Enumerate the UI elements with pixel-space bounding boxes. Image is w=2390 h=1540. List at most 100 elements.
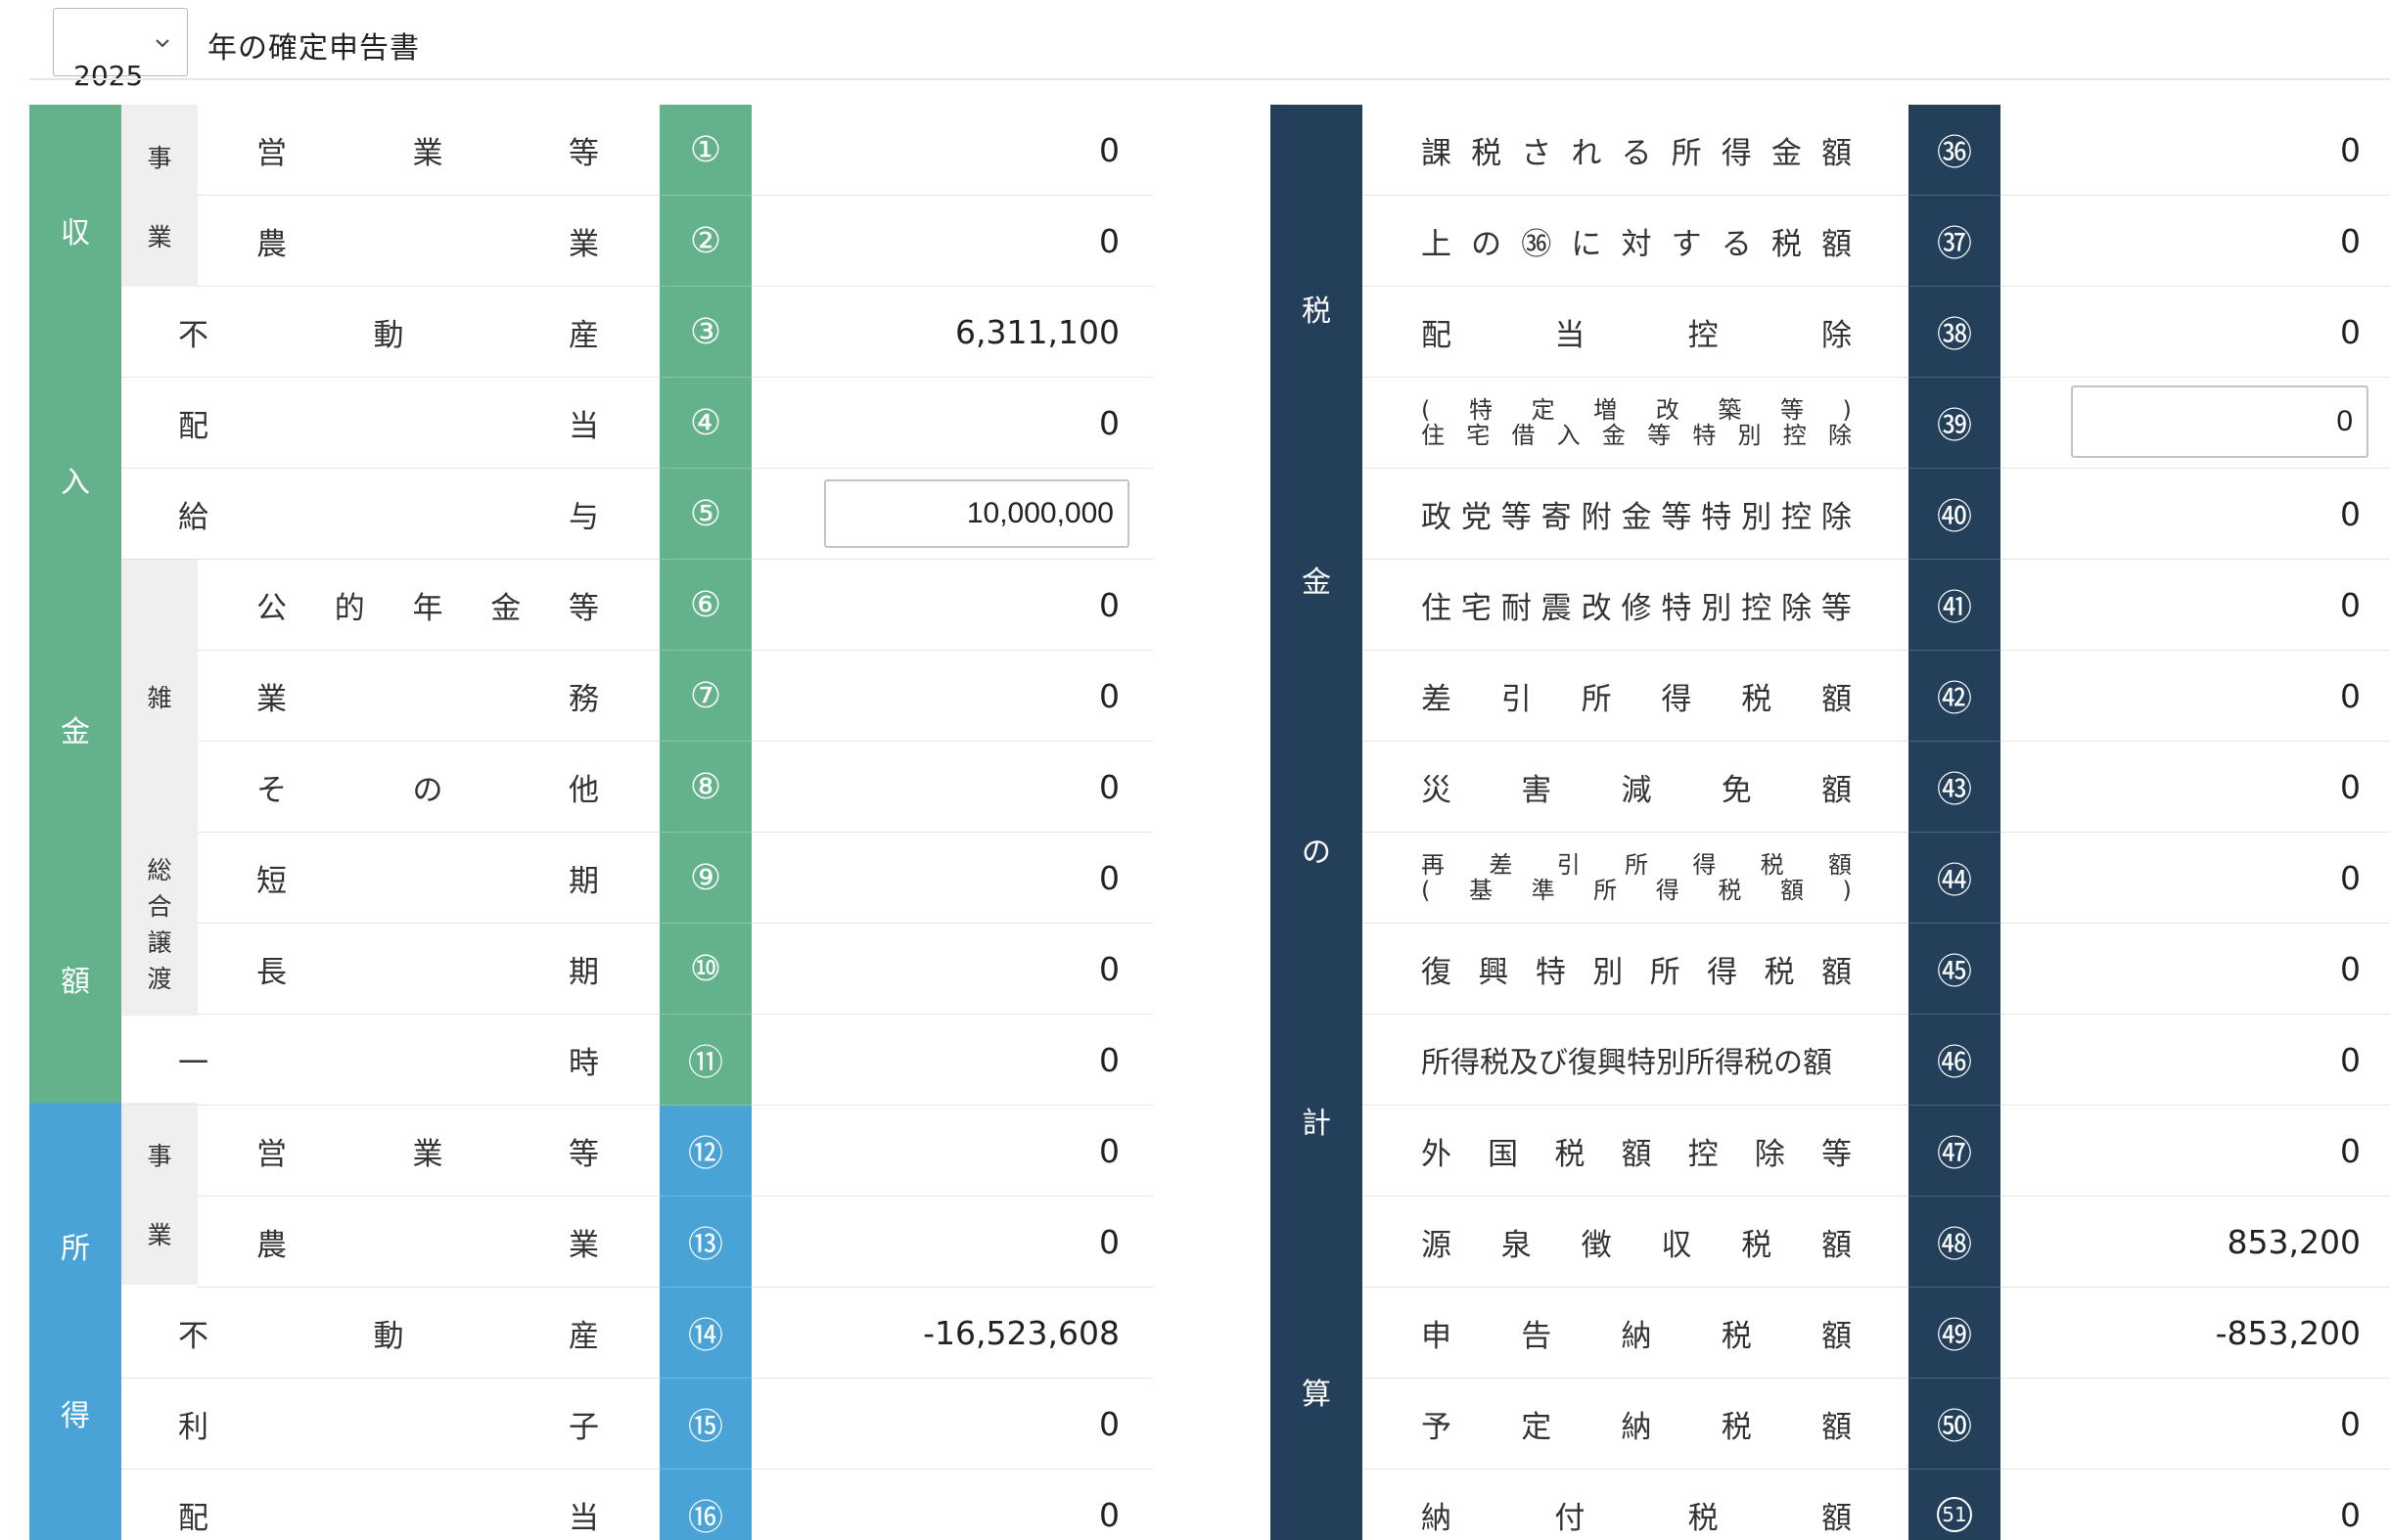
row-label: 長期 <box>256 924 599 1014</box>
row-value: 0 <box>1099 221 1120 260</box>
label-char: 控 <box>1782 422 1807 449</box>
row-number-badge: ⑥ <box>660 560 752 651</box>
row-label: 一時 <box>178 1015 599 1105</box>
year-select-value: 2025 <box>73 59 144 92</box>
label-char: 徴 <box>1581 1227 1612 1263</box>
label-char: 興 <box>1478 954 1509 990</box>
row-value: 0 <box>2340 494 2361 533</box>
label-char: 他 <box>569 772 599 808</box>
label-char: に <box>1571 226 1602 262</box>
row-label: 納付税額 <box>1421 1470 1852 1540</box>
row-label: 配当 <box>178 1470 599 1540</box>
row-value: 0 <box>1099 676 1120 715</box>
label-line: 再差引所得税額 <box>1421 852 1852 878</box>
label-char: 等 <box>569 590 599 626</box>
label-char: 得 <box>1692 851 1717 879</box>
row-value: 0 <box>2340 312 2361 351</box>
row-value: 0 <box>1099 1131 1120 1170</box>
label-char: 所 <box>1581 681 1612 717</box>
label-char: 得 <box>1707 954 1738 990</box>
category-char: 収 <box>61 215 90 250</box>
row-label: 復興特別所得税額 <box>1421 924 1852 1014</box>
label-char: 国 <box>1488 1136 1519 1172</box>
label-char: 税 <box>1554 1136 1586 1172</box>
label-char: 税 <box>1721 1409 1752 1445</box>
label-char: 等 <box>569 1136 599 1172</box>
row-number-badge: ⑧ <box>660 742 752 833</box>
tax-category-bar: 税金の計算 <box>1270 105 1362 1540</box>
label-char: 引 <box>1500 681 1532 717</box>
row-label: 公的年金等 <box>256 560 599 650</box>
row-label: 源泉徴収税額 <box>1421 1197 1852 1287</box>
label-char: 減 <box>1621 772 1652 808</box>
row-label: 所得税及び復興特別所得税の額 <box>1421 1046 1832 1080</box>
label-char: 等 <box>1779 396 1804 424</box>
label-char: 附 <box>1581 499 1612 535</box>
label-char: 増 <box>1593 396 1618 424</box>
label-char: 政 <box>1421 499 1451 535</box>
row-number-badge: ㊶ <box>1908 560 2000 651</box>
label-char: 額 <box>1779 877 1804 904</box>
label-char: 住 <box>1421 590 1451 626</box>
label-char: そ <box>256 772 287 808</box>
row-label: 農業 <box>256 1197 599 1287</box>
label-char: 築 <box>1718 396 1742 424</box>
label-char: ) <box>1842 396 1852 424</box>
label-char: 業 <box>569 226 599 262</box>
row-number-badge: ⑦ <box>660 651 752 742</box>
label-char: 基 <box>1468 877 1493 904</box>
row-number-badge: ⑨ <box>660 833 752 924</box>
shotoku-category-bar: 所得 <box>29 1103 121 1540</box>
row-label: 営業等 <box>256 105 599 195</box>
housing-loan-deduction-input[interactable]: 0 <box>2071 385 2368 458</box>
label-char: 時 <box>569 1045 599 1081</box>
row-number-badge: ㊱ <box>1908 105 2000 196</box>
tax-row <box>1362 742 2390 833</box>
category-char: 所 <box>61 1231 90 1266</box>
label-char: 復 <box>1421 954 1451 990</box>
label-char: 申 <box>1421 1318 1451 1354</box>
label-char: 給 <box>178 499 208 535</box>
label-char: ㊱ <box>1521 226 1552 262</box>
label-char: 産 <box>569 317 599 353</box>
row-number-badge: ⑬ <box>660 1197 752 1288</box>
row-label: 予定納税額 <box>1421 1379 1852 1469</box>
row-label: 利子 <box>178 1379 599 1469</box>
salary-input[interactable]: 10,000,000 <box>824 479 1129 548</box>
top-bar: 2025 年の確定申告書 <box>0 0 2390 92</box>
label-char: 耐 <box>1500 590 1532 626</box>
label-char: 災 <box>1421 772 1451 808</box>
label-char: 営 <box>256 135 287 171</box>
label-line: 住宅借入金等特別控除 <box>1421 423 1852 448</box>
row-value: 0 <box>2340 1131 2361 1170</box>
row-value: -16,523,608 <box>923 1313 1120 1352</box>
label-char: 税 <box>1718 877 1742 904</box>
label-char: 除 <box>1781 590 1813 626</box>
subcat-char: 雑 <box>147 684 172 712</box>
year-select[interactable]: 2025 <box>53 8 188 92</box>
label-char: 控 <box>1687 1136 1719 1172</box>
category-char: の <box>1302 836 1331 871</box>
row-value: 0 <box>2340 676 2361 715</box>
label-char: 免 <box>1721 772 1752 808</box>
label-char: 等 <box>1500 499 1532 535</box>
tax-row <box>1362 1288 2390 1379</box>
row-value: 0 <box>1099 130 1120 169</box>
label-char: の <box>1471 226 1502 262</box>
row-label: 農業 <box>256 196 599 286</box>
row-value: 0 <box>1099 767 1120 806</box>
label-char: 額 <box>1820 681 1852 717</box>
label-char: 与 <box>569 499 599 535</box>
subcat-jigyo-shotoku: 事業 <box>121 1103 198 1285</box>
label-char: 税 <box>1770 226 1802 262</box>
label-char: 金 <box>1601 422 1626 449</box>
label-char: 当 <box>569 1500 599 1536</box>
row-number-badge: ㊼ <box>1908 1106 2000 1197</box>
label-char: 配 <box>178 1500 208 1536</box>
label-char: 税 <box>1764 954 1795 990</box>
label-char: 子 <box>569 1409 599 1445</box>
label-char: 対 <box>1621 226 1652 262</box>
row-value: 0 <box>2340 949 2361 988</box>
category-char: 入 <box>61 465 90 500</box>
